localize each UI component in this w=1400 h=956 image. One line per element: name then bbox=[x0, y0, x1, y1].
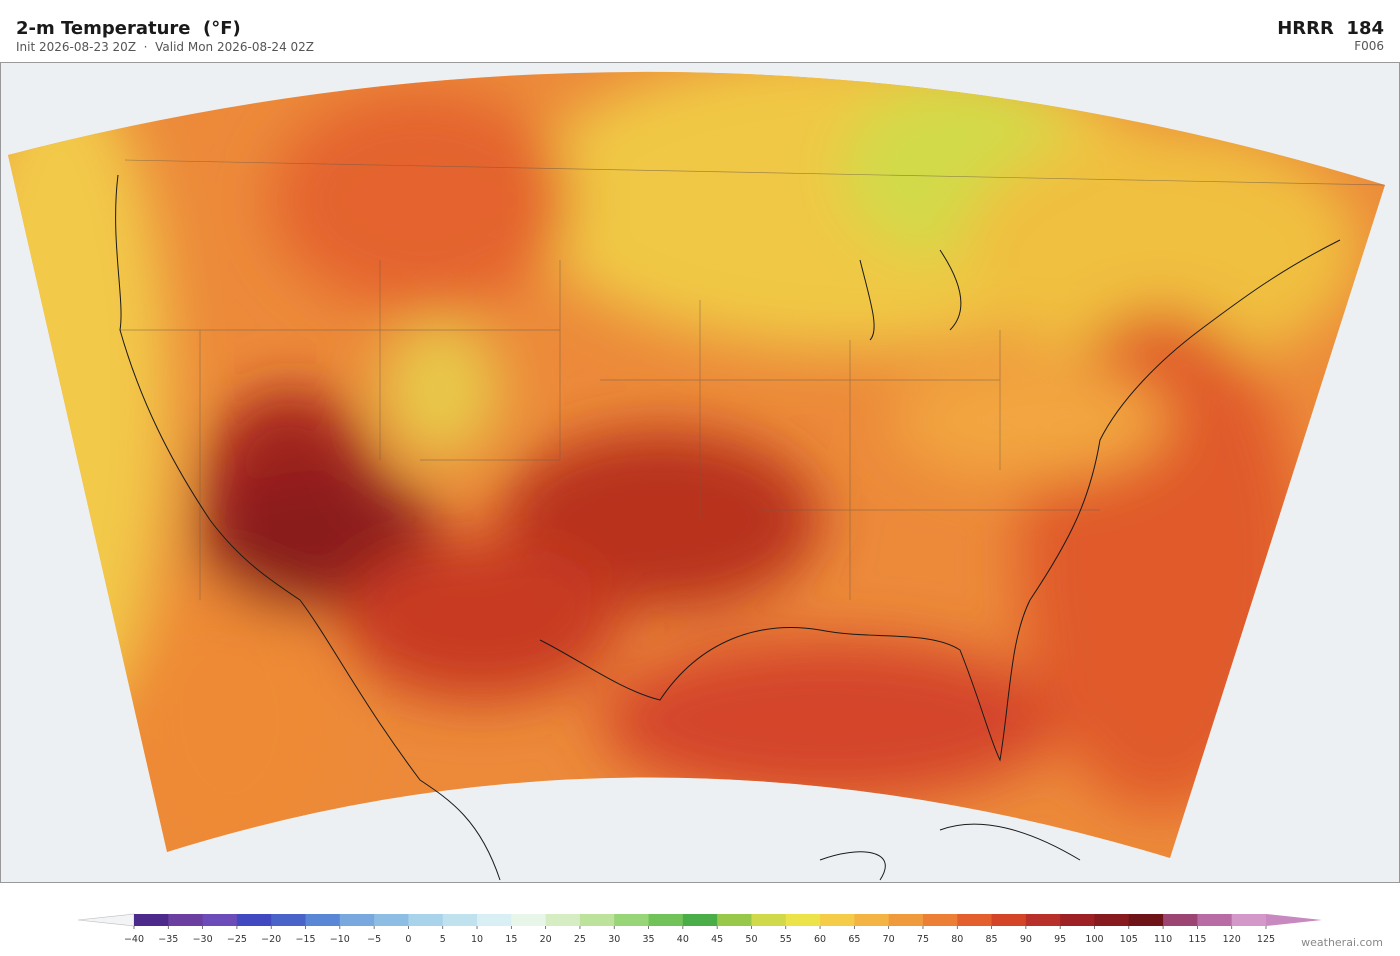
colorbar-tick-label: 20 bbox=[540, 934, 552, 945]
map-title: 2-m Temperature (°F) bbox=[16, 18, 241, 39]
colorbar-tick-label: 90 bbox=[1020, 934, 1032, 945]
forecast-hour: F006 bbox=[1354, 39, 1384, 53]
colorbar-segment bbox=[1163, 914, 1198, 926]
colorbar-segment bbox=[648, 914, 684, 926]
colorbar-tick-label: 75 bbox=[917, 934, 929, 945]
colorbar-tick-label: 35 bbox=[642, 934, 654, 945]
colorbar-segment bbox=[785, 914, 821, 926]
colorbar-tick-label: 15 bbox=[505, 934, 517, 945]
colorbar-segment bbox=[477, 914, 512, 926]
colorbar-segment bbox=[511, 914, 547, 926]
colorbar-tick-label: 115 bbox=[1188, 934, 1206, 945]
colorbar: −40 −35 −30 −25 −20 −15 −10 −5 0 5 10 15 20 25 30 35 40 4… bbox=[77, 913, 1322, 945]
colorbar-segment bbox=[717, 914, 752, 926]
colorbar-segment bbox=[339, 914, 375, 926]
colorbar-tick-label: 110 bbox=[1154, 934, 1172, 945]
colorbar-tick-label: −25 bbox=[227, 934, 247, 945]
colorbar-segment bbox=[236, 914, 272, 926]
colorbar-tick-label: 100 bbox=[1085, 934, 1103, 945]
colorbar-over bbox=[1266, 914, 1322, 926]
colorbar-segment bbox=[168, 914, 204, 926]
colorbar-tick-label: 10 bbox=[471, 934, 483, 945]
coastlines bbox=[115, 174, 1341, 881]
colorbar-segment bbox=[957, 914, 992, 926]
colorbar-segment bbox=[134, 914, 169, 926]
colorbar-segment bbox=[922, 914, 958, 926]
colorbar-segment bbox=[614, 914, 649, 926]
colorbar-tick-label: 60 bbox=[814, 934, 826, 945]
colorbar-tick-label: −20 bbox=[261, 934, 281, 945]
colorbar-segment bbox=[991, 914, 1027, 926]
colorbar-segment bbox=[682, 914, 718, 926]
colorbar-tick-label: −30 bbox=[193, 934, 213, 945]
colorbar-tick-label: 5 bbox=[440, 934, 446, 945]
colorbar-segment bbox=[1094, 914, 1130, 926]
colorbar-tick-label: 55 bbox=[780, 934, 792, 945]
colorbar-tick-label: 40 bbox=[677, 934, 689, 945]
map-subtitle: Init 2026-08-23 20Z · Valid Mon 2026-08-… bbox=[16, 40, 314, 54]
colorbar-segment bbox=[579, 914, 615, 926]
colorbar-segment bbox=[1128, 914, 1164, 926]
colorbar-tick-label: −40 bbox=[124, 934, 144, 945]
colorbar-tick-label: 50 bbox=[745, 934, 757, 945]
colorbar-under bbox=[77, 913, 135, 927]
colorbar-tick-label: 95 bbox=[1054, 934, 1066, 945]
model-label: HRRR 184 bbox=[1277, 18, 1384, 39]
colorbar-segment bbox=[202, 914, 238, 926]
colorbar-tick-label: 80 bbox=[951, 934, 963, 945]
colorbar-tick-label: −5 bbox=[367, 934, 381, 945]
colorbar-segment bbox=[271, 914, 306, 926]
colorbar-segment bbox=[408, 914, 444, 926]
colorbar-segment bbox=[1060, 914, 1095, 926]
colorbar-segment bbox=[305, 914, 341, 926]
colorbar-tick-label: 85 bbox=[986, 934, 998, 945]
colorbar-segment bbox=[888, 914, 924, 926]
colorbar-segment bbox=[820, 914, 855, 926]
colorbar-tick-label: 30 bbox=[608, 934, 620, 945]
colorbar-segment bbox=[374, 914, 409, 926]
colorbar-segment bbox=[854, 914, 890, 926]
colorbar-tick-label: −35 bbox=[158, 934, 178, 945]
colorbar-tick-label: 70 bbox=[883, 934, 895, 945]
colorbar-segment bbox=[545, 914, 581, 926]
colorbar-tick-label: 105 bbox=[1120, 934, 1138, 945]
colorbar-tick-label: −15 bbox=[295, 934, 315, 945]
colorbar-tick-label: 0 bbox=[405, 934, 411, 945]
colorbar-segment bbox=[751, 914, 787, 926]
colorbar-tick-label: 45 bbox=[711, 934, 723, 945]
colorbar-segment bbox=[442, 914, 478, 926]
colorbar-tick-label: −10 bbox=[330, 934, 350, 945]
colorbar-tick-label: 125 bbox=[1257, 934, 1275, 945]
temperature-field bbox=[8, 71, 1385, 858]
colorbar-segment bbox=[1025, 914, 1061, 926]
colorbar-tick-label: 25 bbox=[574, 934, 586, 945]
colorbar-tick-label: 65 bbox=[848, 934, 860, 945]
credit: weatherai.com bbox=[1301, 936, 1383, 949]
colorbar-segment bbox=[1231, 914, 1267, 926]
colorbar-tick-label: 120 bbox=[1223, 934, 1241, 945]
colorbar-segment bbox=[1197, 914, 1233, 926]
